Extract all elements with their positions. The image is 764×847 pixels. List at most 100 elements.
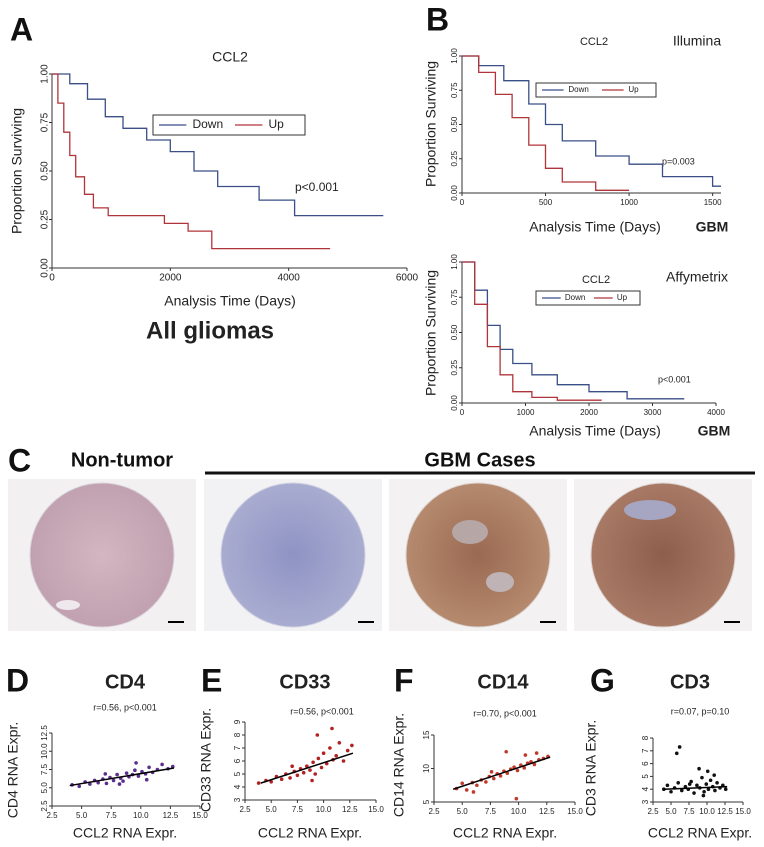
- point: [337, 741, 342, 745]
- point: [144, 777, 149, 782]
- x-tick-label: 2.5: [647, 807, 659, 816]
- x-tick-label: 7.5: [683, 807, 695, 816]
- p-value: p<0.001: [658, 374, 691, 384]
- panel-letter: E: [201, 662, 222, 698]
- legend-label: Up: [617, 293, 628, 302]
- y-tick-label: 8: [233, 732, 242, 737]
- panel-letter: G: [590, 662, 615, 698]
- point: [687, 782, 692, 786]
- y-axis-label: Proportion Surviving: [9, 108, 25, 234]
- y-tick-label: 0.25: [450, 150, 459, 166]
- p-value: p=0.003: [662, 156, 695, 166]
- x-tick-label: 10.0: [133, 811, 149, 820]
- caption: GBM: [696, 219, 729, 235]
- x-tick-label: 500: [539, 198, 553, 207]
- fit-line: [663, 785, 728, 790]
- x-tick-label: 7.5: [485, 807, 497, 816]
- y-tick-label: 1.00: [40, 64, 51, 84]
- x-tick-label: 2000: [159, 273, 182, 284]
- point: [134, 761, 138, 765]
- point: [708, 778, 713, 783]
- x-tick-label: 2.5: [46, 811, 58, 820]
- point: [96, 780, 100, 785]
- x-axis-label: CCL2 RNA Expr.: [73, 825, 177, 841]
- point: [350, 743, 354, 748]
- point: [330, 726, 334, 731]
- y-tick-label: 4: [233, 784, 242, 789]
- legend-label: Down: [568, 85, 588, 94]
- y-tick-label: 10: [422, 764, 431, 773]
- tissue-feature: [624, 500, 676, 520]
- x-tick-label: 5.0: [665, 807, 677, 816]
- point: [341, 759, 346, 763]
- legend-box: [535, 82, 657, 98]
- x-tick-label: 7.5: [106, 811, 118, 820]
- point: [311, 760, 315, 765]
- histology-images: [8, 479, 752, 631]
- legend-box: [535, 290, 641, 306]
- point: [319, 765, 324, 770]
- point: [723, 787, 728, 791]
- point: [522, 766, 527, 770]
- y-tick-label: 0.00: [40, 258, 51, 278]
- y-tick-label: 1.00: [450, 48, 459, 64]
- panel-letter: A: [10, 11, 33, 47]
- correlation: r=0.70, p<0.001: [473, 708, 537, 718]
- point: [133, 768, 137, 773]
- tissue-feature: [452, 520, 488, 544]
- point: [712, 773, 716, 777]
- x-tick-label: 0: [460, 198, 465, 207]
- chart-title: CD4: [105, 671, 146, 693]
- x-tick-label: 2.5: [428, 807, 440, 816]
- point: [532, 762, 537, 767]
- y-tick-label: 0.75: [450, 82, 459, 98]
- caption: GBM: [698, 423, 731, 439]
- panel-letter: C: [8, 442, 31, 478]
- point: [77, 784, 82, 789]
- y-axis-label: Proportion Surviving: [423, 270, 439, 396]
- x-tick-label: 1000: [620, 198, 638, 207]
- x-tick-label: 2.5: [239, 805, 251, 814]
- x-tick-label: 15.0: [567, 807, 583, 816]
- fit-line: [260, 752, 354, 784]
- y-tick-label: 6: [233, 758, 242, 763]
- point: [523, 753, 528, 757]
- x-axis-label: CCL2 RNA Expr.: [258, 825, 362, 841]
- y-tick-label: 7: [641, 748, 650, 753]
- point: [301, 770, 306, 775]
- point: [88, 782, 92, 786]
- y-tick-label: 0.50: [450, 324, 459, 340]
- legend-label: Up: [628, 85, 639, 94]
- point: [704, 782, 709, 786]
- y-axis-label: CD3 RNA Expr.: [583, 720, 599, 816]
- y-tick-label: 0.75: [450, 289, 459, 305]
- point: [701, 793, 706, 798]
- y-tick-label: 15: [422, 730, 431, 739]
- point: [295, 773, 300, 778]
- point: [475, 783, 479, 788]
- y-tick-label: 7: [233, 745, 242, 750]
- point: [715, 781, 719, 785]
- point: [313, 772, 318, 776]
- legend-label: Up: [268, 117, 284, 131]
- legend-box: [152, 114, 306, 136]
- point: [321, 751, 326, 755]
- panel-heading: Non-tumor: [71, 449, 173, 471]
- x-tick-label: 1000: [517, 408, 535, 417]
- point: [115, 772, 119, 777]
- x-tick-label: 1500: [704, 198, 722, 207]
- point: [677, 745, 682, 749]
- y-tick-label: 3: [233, 797, 242, 802]
- y-tick-label: 7.5: [40, 763, 49, 775]
- panel-letter: D: [6, 662, 29, 698]
- x-tick-label: 0: [49, 273, 55, 284]
- point: [515, 768, 520, 773]
- y-tick-label: 0.50: [40, 161, 51, 181]
- chart-title: CCL2: [580, 36, 608, 48]
- chart-title: CD14: [477, 671, 529, 693]
- x-tick-label: 4000: [278, 273, 301, 284]
- survival-curve: [462, 55, 721, 187]
- y-tick-label: 0.00: [450, 185, 459, 201]
- survival-curve: [462, 261, 685, 400]
- x-tick-label: 15.0: [735, 807, 751, 816]
